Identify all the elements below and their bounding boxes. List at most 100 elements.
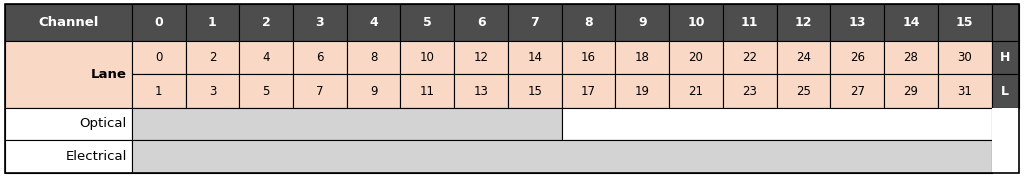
Bar (132, 41, 185, 74)
Bar (185, 41, 240, 74)
Text: 26: 26 (850, 51, 864, 64)
Bar (293, 41, 347, 74)
Bar (723, 74, 776, 108)
Text: L: L (1001, 85, 1010, 98)
Bar (240, 41, 293, 74)
Bar (347, 74, 400, 108)
Text: 0: 0 (155, 51, 163, 64)
Text: 19: 19 (635, 85, 650, 98)
Bar (240, 4, 293, 41)
Bar (293, 4, 347, 41)
Text: 25: 25 (796, 85, 811, 98)
Text: 30: 30 (957, 51, 972, 64)
Bar (991, 4, 1019, 41)
Bar (455, 41, 508, 74)
Text: Optical: Optical (80, 117, 127, 130)
Bar (669, 41, 723, 74)
Text: 8: 8 (585, 16, 593, 29)
Bar (185, 74, 240, 108)
Bar (5, 41, 132, 108)
Bar (5, 108, 132, 140)
Bar (615, 41, 669, 74)
Bar (991, 140, 1019, 173)
Text: 14: 14 (527, 51, 543, 64)
Bar (830, 41, 884, 74)
Text: 4: 4 (370, 16, 378, 29)
Bar (400, 74, 455, 108)
Bar (400, 4, 455, 41)
Text: 2: 2 (209, 51, 216, 64)
Bar (347, 41, 400, 74)
Text: 7: 7 (530, 16, 540, 29)
Bar (938, 4, 991, 41)
Text: Electrical: Electrical (66, 150, 127, 163)
Text: 9: 9 (370, 85, 378, 98)
Bar (132, 108, 562, 140)
Bar (991, 74, 1019, 108)
Bar (508, 4, 562, 41)
Text: 31: 31 (957, 85, 972, 98)
Bar (669, 74, 723, 108)
Text: 14: 14 (902, 16, 920, 29)
Text: 0: 0 (155, 16, 163, 29)
Text: 9: 9 (638, 16, 646, 29)
Text: 10: 10 (420, 51, 435, 64)
Bar (347, 4, 400, 41)
Text: 1: 1 (155, 85, 163, 98)
Bar (615, 74, 669, 108)
Bar (723, 41, 776, 74)
Text: Channel: Channel (38, 16, 98, 29)
Text: 23: 23 (742, 85, 757, 98)
Text: 3: 3 (315, 16, 325, 29)
Text: 6: 6 (477, 16, 485, 29)
Bar (562, 4, 615, 41)
Bar (132, 140, 991, 173)
Bar (240, 74, 293, 108)
Text: 20: 20 (688, 51, 703, 64)
Text: Lane: Lane (91, 68, 127, 81)
Bar (991, 41, 1019, 74)
Text: 3: 3 (209, 85, 216, 98)
Text: 17: 17 (581, 85, 596, 98)
Bar (830, 74, 884, 108)
Text: 15: 15 (955, 16, 974, 29)
Bar (293, 74, 347, 108)
Text: 16: 16 (581, 51, 596, 64)
Bar (455, 74, 508, 108)
Bar (938, 41, 991, 74)
Bar (776, 4, 830, 41)
Bar (991, 108, 1019, 140)
Bar (455, 4, 508, 41)
Text: 24: 24 (796, 51, 811, 64)
Bar (400, 41, 455, 74)
Text: 21: 21 (688, 85, 703, 98)
Bar (5, 140, 132, 173)
Text: 27: 27 (850, 85, 864, 98)
Text: 29: 29 (903, 85, 919, 98)
Text: 1: 1 (208, 16, 217, 29)
Text: 2: 2 (262, 16, 270, 29)
Bar (132, 4, 185, 41)
Bar (776, 41, 830, 74)
Bar (508, 74, 562, 108)
Text: 8: 8 (370, 51, 377, 64)
Text: 22: 22 (742, 51, 757, 64)
Text: 12: 12 (795, 16, 812, 29)
Text: 12: 12 (473, 51, 488, 64)
Text: 11: 11 (741, 16, 759, 29)
Text: 7: 7 (316, 85, 324, 98)
Text: 6: 6 (316, 51, 324, 64)
Bar (884, 74, 938, 108)
Text: 5: 5 (423, 16, 432, 29)
Bar (185, 4, 240, 41)
Bar (615, 4, 669, 41)
Bar (562, 74, 615, 108)
Text: 13: 13 (849, 16, 866, 29)
Text: 13: 13 (474, 85, 488, 98)
Text: 11: 11 (420, 85, 435, 98)
Bar (723, 4, 776, 41)
Text: 15: 15 (527, 85, 543, 98)
Bar (884, 4, 938, 41)
Text: 28: 28 (903, 51, 919, 64)
Text: 18: 18 (635, 51, 649, 64)
